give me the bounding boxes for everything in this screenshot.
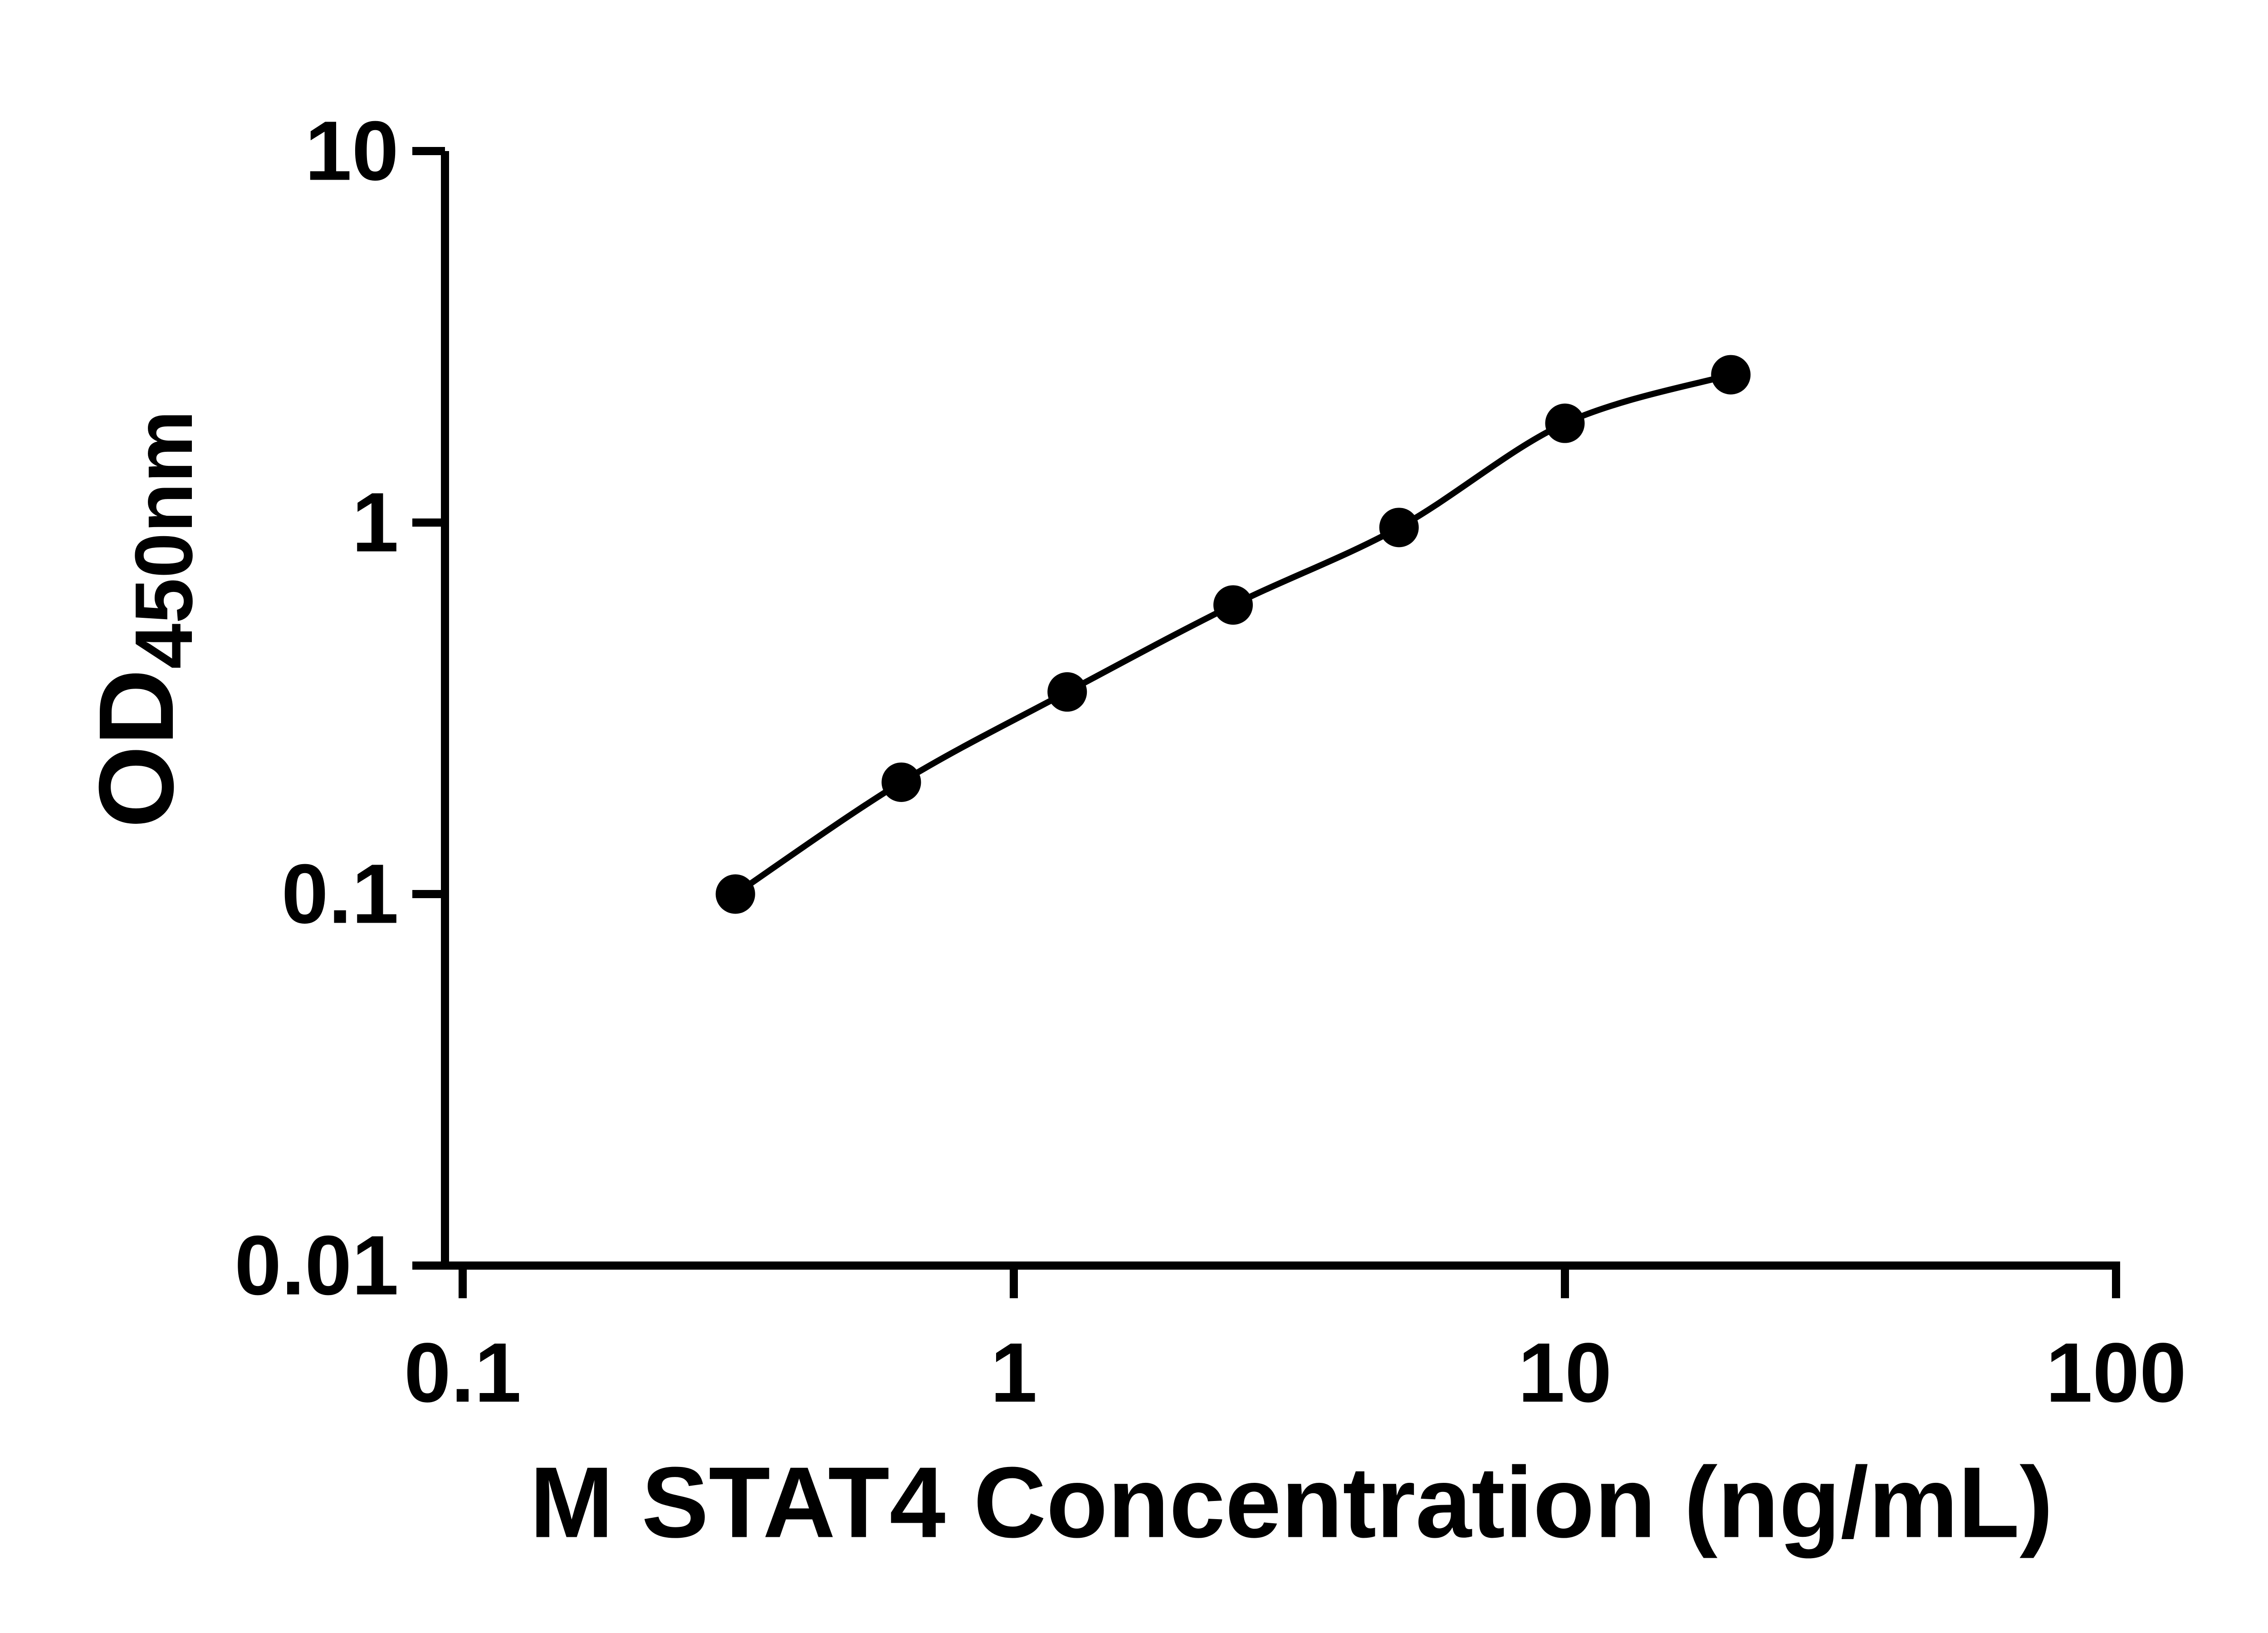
x-tick-label: 100 xyxy=(2046,1326,2186,1420)
y-tick-label: 0.01 xyxy=(235,1219,399,1313)
data-point-marker xyxy=(1545,403,1585,443)
y-tick-label: 1 xyxy=(352,476,399,570)
y-axis-title-subscript: 450nm xyxy=(118,410,210,669)
data-point-marker xyxy=(1711,355,1751,395)
data-point-marker xyxy=(1047,672,1087,712)
data-point-marker xyxy=(881,762,921,802)
x-tick-label: 0.1 xyxy=(404,1326,522,1420)
x-tick-label: 10 xyxy=(1518,1326,1612,1420)
y-axis-title-main: OD xyxy=(76,669,196,828)
y-tick-label: 10 xyxy=(305,104,399,198)
x-axis-title: M STAT4 Concentration (ng/mL) xyxy=(529,1446,2053,1559)
data-point-marker xyxy=(1379,508,1419,548)
x-tick-label: 1 xyxy=(990,1326,1037,1420)
y-axis-title: OD450nm xyxy=(75,410,211,828)
standard-curve-line xyxy=(733,372,1732,897)
y-tick-label: 0.1 xyxy=(281,847,399,941)
data-point-marker xyxy=(715,874,755,914)
axis-lines xyxy=(441,151,2120,1270)
data-point-marker xyxy=(1213,585,1253,625)
